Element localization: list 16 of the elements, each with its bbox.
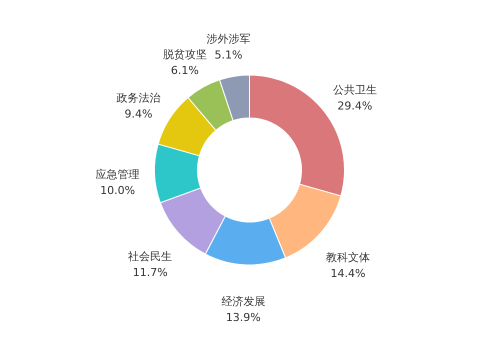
data-label: 13.9%	[226, 310, 261, 324]
data-label: 11.7%	[132, 266, 168, 279]
slice-label: 公共卫生	[332, 83, 377, 96]
data-label: 29.4%	[337, 99, 372, 112]
slice-label: 政务法治	[116, 92, 160, 105]
slice-label: 教科文体	[326, 250, 370, 264]
data-label: 14.4%	[330, 266, 366, 280]
data-label: 5.1%	[214, 48, 242, 62]
data-label: 9.4%	[124, 108, 152, 121]
data-label: 6.1%	[170, 64, 199, 77]
data-label: 10.0%	[100, 184, 136, 197]
slice-label: 脱贫攻坚	[162, 48, 207, 61]
slice-label: 社会民生	[128, 250, 172, 263]
slice-label: 涉外涉军	[206, 32, 250, 46]
slice-label: 应急管理	[96, 168, 140, 181]
slice-label: 经济发展	[221, 294, 266, 308]
